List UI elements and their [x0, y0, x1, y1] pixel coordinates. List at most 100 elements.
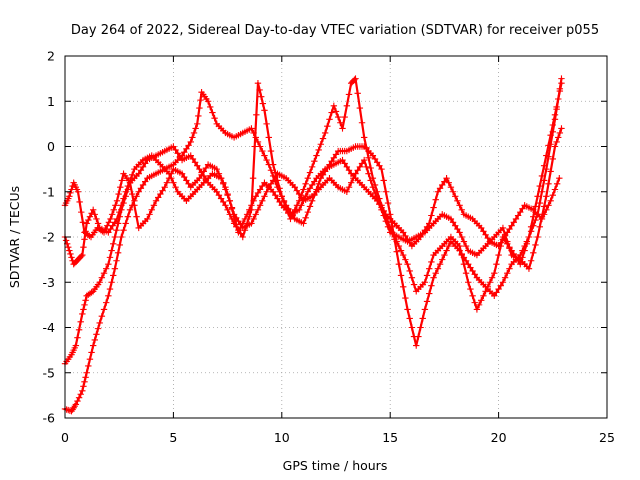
plus-marker: [308, 163, 316, 171]
plus-marker: [198, 171, 205, 178]
data-point: [313, 174, 320, 182]
plus-marker: [106, 285, 114, 293]
plus-marker: [308, 181, 316, 189]
data-point: [79, 310, 86, 318]
data-point: [252, 193, 259, 200]
plus-marker: [77, 391, 84, 398]
plus-marker: [85, 362, 92, 370]
data-point: [111, 233, 119, 241]
plus-marker: [345, 184, 353, 191]
plus-marker: [371, 155, 379, 163]
plus-marker: [439, 181, 446, 189]
data-point: [120, 170, 127, 177]
data-point: [139, 156, 147, 164]
data-point: [261, 107, 268, 114]
plus-marker: [536, 199, 543, 207]
plus-marker: [538, 213, 546, 220]
data-point: [187, 138, 194, 146]
plus-marker: [462, 242, 470, 250]
data-point: [473, 306, 481, 313]
data-point: [72, 342, 80, 349]
plus-marker: [228, 204, 236, 211]
plus-marker: [410, 281, 418, 288]
data-point: [261, 179, 268, 186]
data-point: [235, 229, 242, 236]
data-point: [68, 408, 75, 415]
data-point: [213, 165, 220, 173]
data-point: [369, 152, 377, 159]
plus-marker: [146, 211, 153, 218]
data-point: [248, 220, 255, 227]
plus-marker: [356, 163, 364, 171]
data-point: [144, 215, 151, 223]
plus-marker: [192, 125, 199, 132]
data-point: [74, 256, 82, 263]
plus-marker: [406, 315, 413, 322]
plus-marker: [508, 222, 515, 229]
plus-marker: [259, 147, 266, 155]
plus-marker: [467, 264, 474, 271]
data-point: [230, 211, 238, 218]
data-point: [222, 202, 229, 209]
plus-marker: [501, 274, 509, 281]
data-point: [421, 306, 429, 313]
data-point: [300, 220, 307, 227]
data-point: [443, 174, 450, 182]
x-tick-label: 15: [382, 430, 398, 445]
data-point: [194, 120, 201, 128]
data-point: [439, 211, 446, 218]
data-point: [66, 247, 73, 254]
data-point: [456, 242, 463, 250]
data-point: [378, 206, 385, 214]
plus-marker: [263, 156, 270, 164]
data-point: [113, 197, 121, 204]
plus-marker: [506, 265, 513, 272]
plus-marker: [102, 225, 109, 233]
plus-marker: [68, 186, 75, 193]
plus-marker: [556, 129, 564, 137]
plus-marker: [122, 220, 129, 227]
plus-marker: [471, 271, 478, 278]
plus-marker: [532, 203, 539, 210]
plus-marker: [393, 238, 400, 245]
plus-marker: [276, 198, 283, 206]
plus-marker: [102, 299, 110, 306]
plus-marker: [428, 212, 435, 219]
data-point: [439, 256, 446, 263]
plus-marker: [202, 164, 210, 172]
data-point: [269, 188, 277, 195]
plus-marker: [81, 236, 88, 243]
plus-marker: [423, 298, 431, 305]
plus-marker: [497, 282, 504, 289]
plus-marker: [68, 254, 75, 261]
data-point: [118, 233, 125, 241]
data-point: [70, 179, 77, 186]
data-point: [239, 129, 246, 137]
plus-marker: [263, 120, 270, 128]
data-point: [248, 125, 255, 132]
plus-marker: [351, 76, 358, 83]
data-point: [111, 265, 119, 272]
data-point: [430, 274, 437, 281]
plus-marker: [363, 144, 370, 151]
axis-ticks: [64, 55, 608, 419]
plus-marker: [393, 248, 400, 255]
plus-marker: [254, 206, 262, 214]
plus-marker: [317, 141, 325, 148]
data-point: [183, 197, 190, 204]
data-point: [256, 202, 264, 209]
y-axis-tick-labels: -6 -5 -4 -3 -2 -1 0 1 2: [43, 49, 56, 426]
plus-marker: [300, 186, 307, 193]
plus-marker: [538, 188, 546, 195]
plus-marker: [78, 208, 85, 216]
data-point: [278, 193, 285, 200]
data-point: [534, 233, 541, 241]
plus-marker: [432, 270, 439, 277]
plus-marker: [555, 95, 562, 103]
plus-marker: [81, 378, 88, 385]
plus-marker: [77, 318, 84, 326]
plus-marker: [110, 206, 117, 214]
plus-marker: [545, 153, 552, 160]
data-point: [517, 256, 524, 263]
plus-marker: [434, 265, 442, 272]
